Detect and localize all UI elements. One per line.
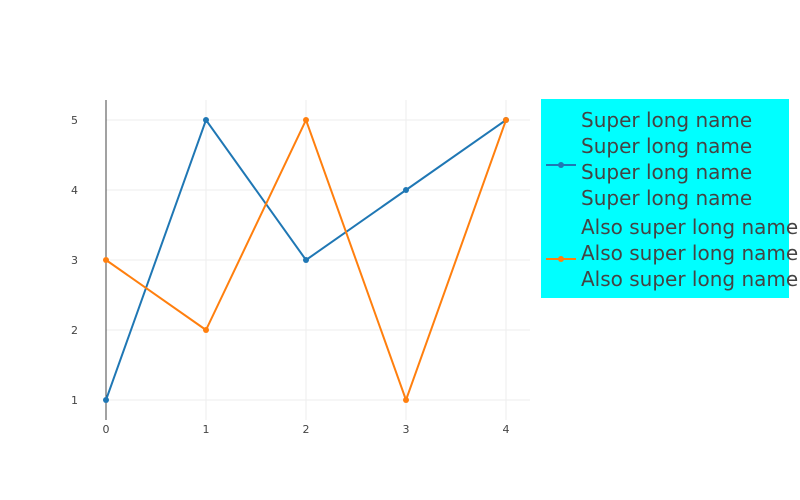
series-2-point [103, 257, 109, 263]
y-tick-label: 1 [71, 394, 78, 407]
legend-swatch-marker [558, 162, 564, 168]
legend-label-line: Super long name [581, 186, 752, 210]
legend-background [541, 99, 789, 298]
series-2-point [503, 117, 509, 123]
series [103, 117, 509, 403]
legend-label-line: Also super long name [581, 267, 798, 291]
y-tick-label: 2 [71, 324, 78, 337]
series-1-point [103, 397, 109, 403]
legend-label-line: Super long name [581, 108, 752, 132]
x-tick-label: 2 [303, 423, 310, 436]
legend-label-line: Also super long name [581, 241, 798, 265]
y-tick-label: 4 [71, 184, 78, 197]
y-tick-label: 5 [71, 114, 78, 127]
legend-swatch-marker [558, 256, 564, 262]
x-tick-label: 4 [503, 423, 510, 436]
series-1-point [203, 117, 209, 123]
axis-ticks: 0 1 2 3 4 1 2 3 4 5 [71, 114, 510, 436]
legend-label-line: Super long name [581, 134, 752, 158]
x-tick-label: 0 [103, 423, 110, 436]
x-tick-label: 3 [403, 423, 410, 436]
y-tick-label: 3 [71, 254, 78, 267]
legend-label-line: Super long name [581, 160, 752, 184]
x-tick-label: 1 [203, 423, 210, 436]
legend-label-line: Also super long name [581, 215, 798, 239]
series-1-point [403, 187, 409, 193]
series-1-point [303, 257, 309, 263]
grid [106, 100, 530, 420]
series-2-point [303, 117, 309, 123]
series-2-point [403, 397, 409, 403]
series-2-point [203, 327, 209, 333]
